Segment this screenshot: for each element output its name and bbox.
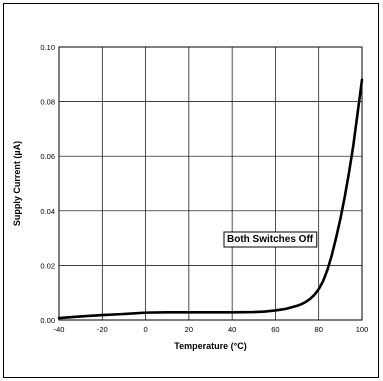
x-tick-label: 0 bbox=[143, 325, 147, 334]
chart-frame: -40 -20 0 20 40 60 80 100 0.00 0.02 0.04 0.06 0.08 0.… bbox=[3, 3, 379, 378]
plot-area-border bbox=[58, 46, 363, 321]
x-tick-label: 40 bbox=[228, 325, 236, 334]
annotation-text: Both Switches Off bbox=[227, 234, 314, 245]
x-tick-label: -40 bbox=[54, 325, 65, 334]
y-axis-title: Supply Current (µA) bbox=[12, 141, 22, 226]
x-tick-label: 60 bbox=[271, 325, 279, 334]
grid-lines bbox=[58, 46, 363, 321]
y-tick-label: 0.00 bbox=[40, 316, 55, 325]
annotation-box: Both Switches Off bbox=[223, 231, 318, 248]
x-axis-title: Temperature (°C) bbox=[174, 341, 246, 351]
series-line-supply-current bbox=[57, 78, 364, 320]
tick-labels: -40 -20 0 20 40 60 80 100 0.00 0.02 0.04 0.06 0.08 0.… bbox=[40, 43, 368, 334]
y-tick-label: 0.02 bbox=[40, 261, 55, 270]
x-tick-label: -20 bbox=[97, 325, 108, 334]
x-tick-label: 80 bbox=[315, 325, 323, 334]
y-tick-label: 0.04 bbox=[40, 207, 55, 216]
supply-current-chart: -40 -20 0 20 40 60 80 100 0.00 0.02 0.04 0.06 0.08 0.… bbox=[12, 43, 368, 351]
y-tick-label: 0.10 bbox=[40, 43, 55, 52]
y-tick-label: 0.06 bbox=[40, 152, 55, 161]
x-tick-label: 100 bbox=[356, 325, 369, 334]
y-tick-label: 0.08 bbox=[40, 98, 55, 107]
x-tick-label: 20 bbox=[185, 325, 193, 334]
